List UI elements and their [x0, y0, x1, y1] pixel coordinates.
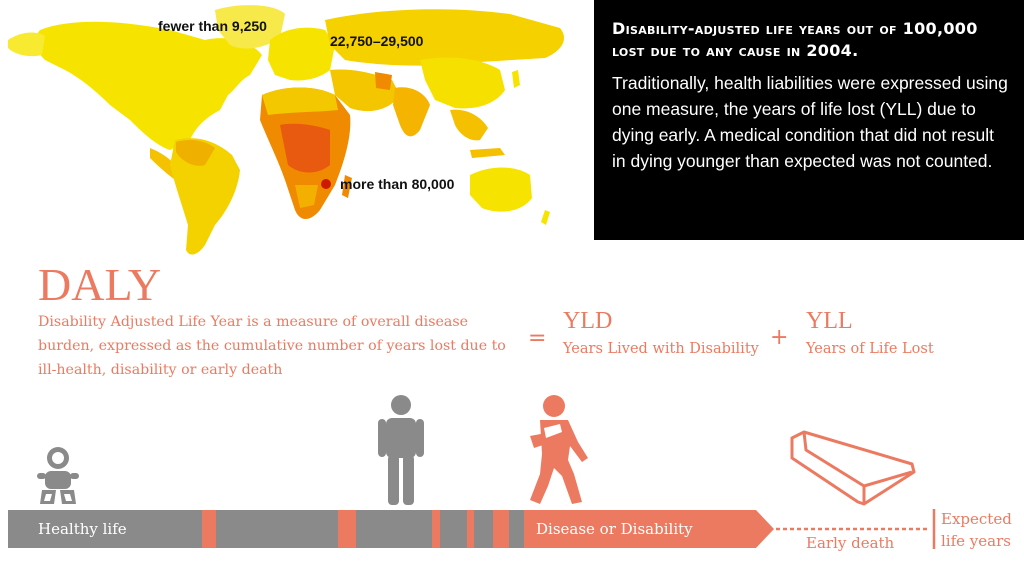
yll-subtitle: Years of Life Lost — [806, 341, 934, 357]
illness-episode-2 — [338, 510, 356, 548]
map-australia — [470, 167, 532, 212]
life-timeline — [8, 509, 936, 549]
map-central-africa — [280, 123, 330, 173]
healthy-life-label: Healthy life — [38, 520, 127, 538]
map-china — [420, 57, 505, 109]
map-russia — [325, 9, 565, 66]
daly-title: DALY — [38, 259, 162, 310]
expected-life-years-label-line2: life years — [941, 532, 1011, 550]
map-south-america — [170, 138, 240, 255]
disease-disability-label: Disease or Disability — [536, 520, 693, 538]
info-panel: Disability-adjusted life years out of 10… — [594, 0, 1024, 240]
map-southeast-asia — [450, 109, 488, 141]
expected-life-years-label-line1: Expected — [941, 510, 1012, 528]
map-north-america — [35, 21, 262, 150]
world-map-panel: fewer than 9,250 22,750–29,500 more than… — [0, 0, 594, 262]
early-death-label: Early death — [806, 534, 895, 552]
map-new-zealand — [541, 210, 550, 225]
baby-icon — [37, 447, 79, 504]
yld-title: YLD — [563, 308, 613, 334]
info-text: Traditionally, health liabilities were e… — [612, 73, 1008, 171]
map-alaska — [8, 32, 45, 57]
map-zimbabwe-hotspot — [321, 179, 331, 189]
map-north-africa — [262, 87, 338, 115]
map-label-mid: 22,750–29,500 — [330, 33, 424, 49]
illness-episode-4 — [467, 510, 474, 548]
illness-episode-5 — [493, 510, 509, 548]
yld-subtitle: Years Lived with Disability — [563, 341, 759, 357]
daly-description: Disability Adjusted Life Year is a measu… — [38, 314, 506, 378]
adult-person-icon — [378, 395, 424, 505]
map-madagascar — [342, 175, 352, 198]
map-japan — [512, 70, 520, 88]
map-greenland — [215, 5, 285, 49]
map-europe — [268, 27, 335, 81]
illness-episode-1 — [202, 510, 216, 548]
info-title: Disability-adjusted life years out of 10… — [612, 19, 978, 60]
map-indonesia — [470, 148, 505, 158]
map-south-america-north — [176, 140, 215, 166]
coffin-icon — [790, 430, 916, 506]
map-india — [393, 87, 430, 137]
map-label-high: more than 80,000 — [340, 176, 455, 192]
map-afghanistan — [375, 72, 392, 90]
world-map — [8, 5, 565, 255]
injured-person-icon — [530, 395, 588, 504]
plus-sign: + — [770, 325, 789, 350]
yll-title: YLL — [806, 308, 853, 334]
equals-sign: = — [528, 326, 547, 351]
map-southern-africa — [295, 185, 318, 208]
map-label-low: fewer than 9,250 — [158, 18, 267, 34]
disability-bar — [524, 510, 774, 548]
illness-episode-3 — [432, 510, 440, 548]
